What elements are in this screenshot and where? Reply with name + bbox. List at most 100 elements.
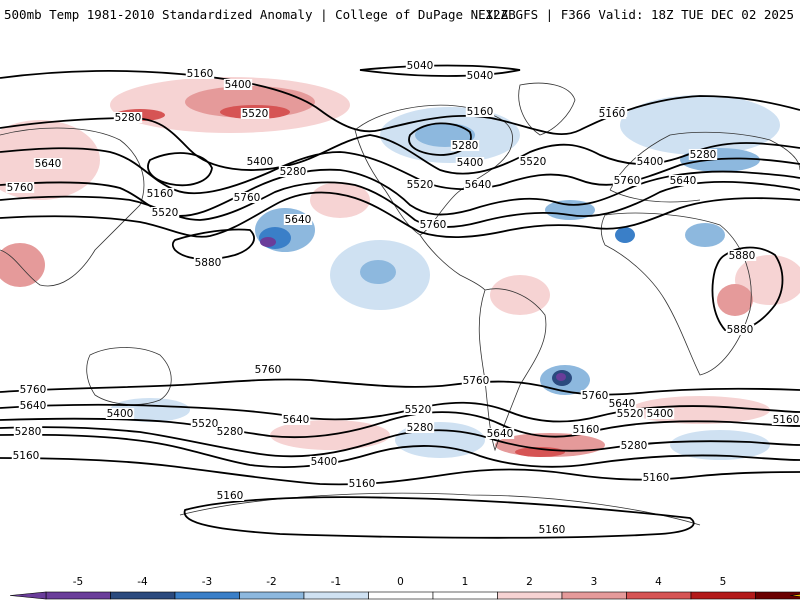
contour-label-background — [215, 490, 245, 501]
contour-label: 5640 — [33, 158, 63, 170]
contour-label-background — [455, 157, 485, 168]
contour-label: 5400 — [105, 408, 135, 420]
contour-label-text: 5640 — [35, 158, 62, 170]
contour-label-text: 5520 — [242, 108, 269, 120]
contour-label-background — [33, 158, 63, 169]
contour-label-text: 5160 — [773, 414, 800, 426]
contour-label-text: 5280 — [407, 422, 434, 434]
contour-label: 5160 — [641, 472, 671, 484]
contour-label-text: 5640 — [487, 428, 514, 440]
contour-label-text: 5400 — [247, 156, 274, 168]
contour-label-background — [5, 182, 35, 193]
contour-label: 5040 — [405, 60, 435, 72]
contour-5760-south — [0, 378, 800, 396]
contour-label-background — [727, 250, 757, 261]
contour-label: 5160 — [465, 106, 495, 118]
contour-label: 5640 — [485, 428, 515, 440]
contour-label-background — [405, 60, 435, 71]
contour-label: 5160 — [145, 188, 175, 200]
legend-swatch — [239, 591, 305, 600]
map-panel: 5160 5040 5040 5400 5520 5280 5640 5760 5160 5520… — [0, 40, 800, 556]
contour-5160-aleutian-low — [147, 152, 213, 187]
contour-label-background — [450, 140, 480, 151]
contour-label-background — [215, 426, 245, 437]
contour-label-background — [465, 106, 495, 117]
cold-anomaly-central-pacific-core — [360, 260, 396, 284]
contour-label: 5640 — [463, 179, 493, 191]
contour-label-background — [18, 384, 48, 395]
contour-label-background — [105, 408, 135, 419]
contour-label: 5160 — [185, 68, 215, 80]
contour-label-text: 5640 — [609, 398, 636, 410]
legend-swatch — [368, 591, 434, 600]
contour-label: 5520 — [150, 207, 180, 219]
cold-anomaly-north-africa — [615, 227, 635, 243]
legend-max-arrow — [789, 594, 800, 597]
contour-label-background — [281, 414, 311, 425]
contour-label: 5640 — [607, 398, 637, 410]
legend-tick-label: 5 — [720, 576, 727, 588]
contour-label-text: 5160 — [349, 478, 376, 490]
contour-label: 5760 — [232, 192, 262, 204]
contour-label-text: 5880 — [727, 324, 754, 336]
contour-label: 5520 — [240, 108, 270, 120]
contour-label: 5280 — [13, 426, 43, 438]
contour-label-background — [193, 257, 223, 268]
contour-label-text: 5160 — [599, 108, 626, 120]
legend-ticks: -5 -4 -3 -2 -1 0 1 2 3 4 5 — [73, 576, 727, 588]
legend-tick-label: 1 — [462, 576, 469, 588]
contour-label-text: 5280 — [690, 149, 717, 161]
contour-label-text: 5280 — [280, 166, 307, 178]
coast-australia — [86, 347, 172, 405]
coastlines — [0, 82, 800, 526]
contour-label: 5280 — [688, 149, 718, 161]
contour-label: 5400 — [635, 156, 665, 168]
contour-label: 5280 — [450, 140, 480, 152]
contour-label-background — [461, 375, 491, 386]
contour-label-text: 5160 — [217, 490, 244, 502]
coast-antarctica — [179, 492, 701, 526]
contour-label-text: 5760 — [463, 375, 490, 387]
contour-label-text: 5400 — [311, 456, 338, 468]
legend-colorbar: -5 -4 -3 -2 -1 0 1 2 3 4 5 — [9, 576, 800, 600]
contour-label-text: 5280 — [115, 112, 142, 124]
contour-label-text: 5520 — [405, 404, 432, 416]
legend-tick-label: 2 — [526, 576, 533, 588]
warm-anomaly-india — [0, 243, 45, 287]
contour-label-text: 5520 — [617, 408, 644, 420]
contour-label: 5880 — [193, 257, 223, 269]
contour-label-background — [405, 422, 435, 433]
contour-label-background — [465, 70, 495, 81]
contour-label-background — [668, 175, 698, 186]
contour-label: 5880 — [725, 324, 755, 336]
cold-anomaly-south-atlantic-peak — [556, 373, 566, 381]
legend-swatch — [174, 591, 240, 600]
contour-label-background — [190, 418, 220, 429]
contour-label: 5160 — [771, 414, 800, 426]
contour-label: 5640 — [281, 414, 311, 426]
contour-label: 5760 — [5, 182, 35, 194]
contour-label-text: 5160 — [467, 106, 494, 118]
contour-label: 5760 — [253, 364, 283, 376]
contour-label: 5160 — [215, 490, 245, 502]
warm-anomaly-brazil — [490, 275, 550, 315]
legend-tick-label: 4 — [655, 576, 662, 588]
contour-label: 5400 — [309, 456, 339, 468]
contour-label-text: 5640 — [283, 414, 310, 426]
legend-swatch — [561, 591, 627, 600]
contour-label-background — [185, 68, 215, 79]
contour-label-text: 5760 — [582, 390, 609, 402]
contour-5160-antarctic — [183, 496, 695, 539]
contour-label: 5760 — [612, 175, 642, 187]
contour-label: 5160 — [11, 450, 41, 462]
contour-label: 5400 — [245, 156, 275, 168]
legend-tick-label: 0 — [397, 576, 404, 588]
contour-label-background — [403, 404, 433, 415]
warm-anomaly-shading — [0, 77, 800, 457]
contour-label-text: 5400 — [457, 157, 484, 169]
contour-label-text: 5040 — [467, 70, 494, 82]
contour-label-background — [347, 478, 377, 489]
contour-label-background — [11, 450, 41, 461]
contour-label-background — [612, 175, 642, 186]
warm-anomaly-africa — [717, 284, 753, 316]
